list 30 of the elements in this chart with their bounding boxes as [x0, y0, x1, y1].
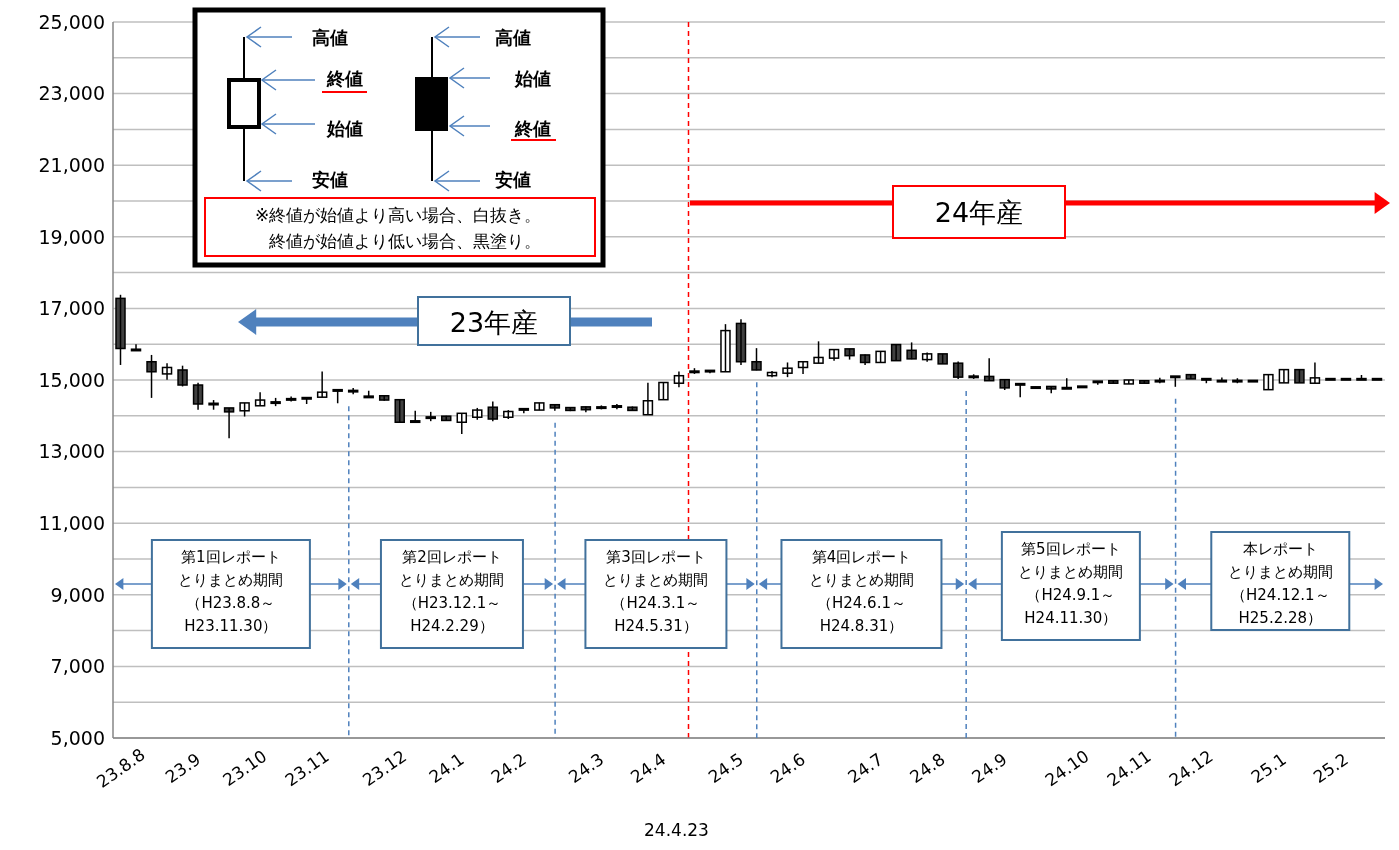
y-tick-label: 11,000: [38, 511, 105, 534]
annotation: 高値: [495, 26, 531, 48]
y-tick-label: 19,000: [38, 225, 105, 248]
annotation: 第5回レポートとりまとめ期間（H24.9.1～H24.11.30）: [1018, 540, 1124, 627]
annotation: 24年産: [934, 196, 1024, 228]
y-tick-label: 15,000: [38, 368, 105, 391]
annotation: 終値: [514, 117, 551, 139]
y-tick-label: 13,000: [38, 440, 105, 463]
annotation: 第4回レポートとりまとめ期間（H24.6.1～H24.8.31）: [808, 548, 914, 635]
annotation: 始値: [326, 117, 363, 139]
annotation: 第2回レポートとりまとめ期間（H23.12.1～H24.2.29）: [399, 548, 505, 635]
annotation: 第1回レポートとりまとめ期間（H23.8.8～H23.11.30）: [178, 548, 284, 635]
annotation: 安値: [312, 168, 348, 190]
annotation: 安値: [495, 168, 531, 190]
y-tick-label: 5,000: [50, 726, 105, 749]
y-tick-label: 9,000: [50, 583, 105, 606]
annotation: 終値が始値より低い場合、黒塗り。: [268, 231, 541, 251]
annotation: 始値: [514, 67, 551, 89]
annotation: 本レポートとりまとめ期間（H24.12.1～H25.2.28）: [1227, 540, 1333, 627]
y-tick-label: 23,000: [38, 82, 105, 105]
annotation: ※終値が始値より高い場合、白抜き。: [254, 205, 542, 225]
y-tick-label: 7,000: [50, 655, 105, 678]
y-tick-label: 25,000: [38, 10, 105, 33]
y-tick-label: 17,000: [38, 297, 105, 320]
annotation: 高値: [312, 26, 348, 48]
annotation: 23年産: [449, 306, 539, 338]
y-tick-label: 21,000: [38, 153, 105, 176]
text: 24.4.23: [644, 820, 709, 840]
annotation: 第3回レポートとりまとめ期間（H24.3.1～H24.5.31）: [603, 548, 709, 635]
annotation: 終値: [326, 67, 363, 89]
